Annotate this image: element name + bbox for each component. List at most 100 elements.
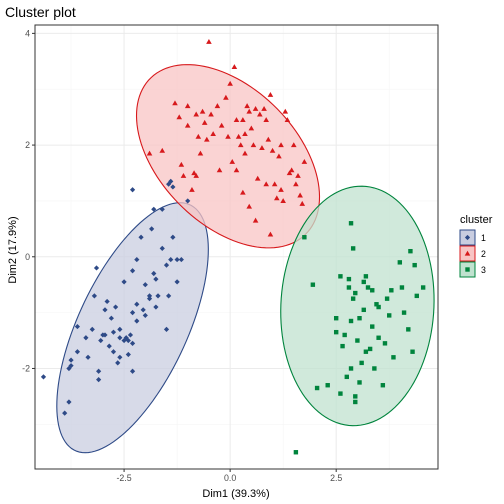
cluster-2-point — [178, 161, 185, 167]
cluster-2-point — [172, 100, 178, 106]
cluster-1-point — [178, 256, 184, 263]
cluster-2-point — [214, 103, 221, 109]
cluster-1-ellipse — [56, 202, 209, 454]
cluster-1-point — [129, 368, 136, 374]
cluster-1-point — [115, 360, 121, 366]
cluster-1-point — [104, 298, 110, 305]
cluster-1-point — [98, 337, 104, 344]
cluster-3-point — [353, 394, 358, 399]
cluster-3-point — [346, 276, 352, 282]
cluster-2-point — [293, 181, 299, 187]
cluster-1-point — [96, 368, 102, 374]
legend-marker-cluster-1 — [464, 234, 471, 241]
cluster-2-point — [284, 117, 291, 123]
cluster-2-point — [278, 186, 284, 192]
cluster-2-point — [199, 108, 206, 114]
cluster-3-point — [399, 285, 405, 290]
cluster-1-point — [102, 332, 108, 338]
cluster-2-point — [242, 150, 248, 156]
cluster-3-point — [397, 260, 403, 265]
cluster-3-point — [333, 316, 339, 321]
cluster-3-point — [363, 349, 369, 354]
cluster-2-point — [146, 150, 153, 156]
cluster-2-point — [263, 181, 269, 187]
cluster-3-point — [408, 248, 413, 254]
cluster-2-point — [286, 170, 293, 176]
y-tick-label: 0 — [25, 252, 30, 262]
cluster-1-point — [170, 184, 176, 190]
cluster-1-point — [168, 178, 174, 184]
cluster-2-point — [276, 153, 282, 159]
cluster-2-point — [204, 136, 210, 142]
cluster-2-ellipse — [135, 64, 321, 249]
x-tick-label: 2.5 — [330, 473, 342, 483]
cluster-3-point — [414, 293, 419, 299]
cluster-1-point — [151, 270, 157, 277]
cluster-2-point — [159, 147, 166, 153]
cluster-1-point — [134, 318, 140, 324]
cluster-2-point — [267, 92, 274, 97]
cluster-1-point — [125, 337, 131, 344]
cluster-3-point — [350, 246, 356, 251]
cluster-2-point — [193, 111, 199, 117]
cluster-3-point — [302, 235, 307, 240]
cluster-2-point — [267, 231, 274, 237]
cluster-3-point — [353, 399, 358, 405]
cluster-3-point — [359, 360, 364, 366]
cluster-1-point — [134, 256, 140, 263]
cluster-1-point — [113, 304, 119, 310]
cluster-2-point — [195, 133, 202, 139]
cluster-3-point — [342, 332, 347, 338]
cluster-1-point — [159, 245, 165, 251]
cluster-1-point — [185, 198, 191, 204]
cluster-2-point — [288, 167, 295, 173]
y-tick-label: -2 — [22, 363, 30, 373]
cluster-3-point — [338, 391, 343, 396]
cluster-1-point — [125, 351, 131, 358]
cluster-1-point — [66, 365, 72, 372]
cluster-2-point — [206, 38, 212, 44]
cluster-1-point — [170, 234, 176, 240]
cluster-2-point — [225, 133, 231, 139]
cluster-3-point — [391, 355, 396, 360]
cluster-2-point — [252, 217, 259, 223]
cluster-1-point — [140, 307, 146, 313]
cluster-3-point — [406, 327, 411, 332]
cluster-1-point — [129, 310, 136, 316]
cluster-1-point — [68, 357, 74, 363]
cluster-2-point — [197, 150, 204, 156]
cluster-2-point — [280, 198, 286, 204]
cluster-2-point — [201, 119, 208, 125]
cluster-3-point — [314, 385, 320, 391]
cluster-1-point — [146, 296, 153, 302]
cluster-2-point — [252, 105, 259, 111]
cluster-1-point — [106, 343, 112, 349]
cluster-1-point — [74, 323, 81, 330]
legend-marker-cluster-2 — [464, 250, 471, 256]
cluster-2-point — [233, 167, 240, 173]
cluster-2-point — [257, 111, 263, 117]
cluster-1-point — [163, 262, 170, 268]
cluster-3-point — [340, 343, 345, 349]
cluster-3-point — [365, 285, 371, 290]
cluster-3-point — [389, 288, 394, 293]
cluster-2-point — [274, 195, 280, 201]
cluster-3-point — [325, 383, 330, 388]
cluster-1-point — [117, 335, 123, 341]
cluster-2-point — [235, 133, 242, 139]
cluster-2-point — [180, 172, 187, 178]
cluster-2-point — [263, 117, 269, 123]
cluster-1-point — [149, 226, 155, 232]
cluster-1-point — [151, 206, 157, 212]
cluster-1-point — [121, 337, 127, 344]
y-axis-label: Dim2 (17.9%) — [7, 216, 19, 283]
cluster-ellipses — [56, 64, 435, 454]
legend-label-cluster-2: 2 — [481, 249, 486, 259]
cluster-1-point — [117, 326, 123, 332]
cluster-1-point — [85, 354, 91, 360]
cluster-2-point — [248, 125, 255, 131]
cluster-2-point — [254, 175, 261, 181]
cluster-2-point — [261, 105, 267, 111]
cluster-3-point — [333, 329, 339, 335]
